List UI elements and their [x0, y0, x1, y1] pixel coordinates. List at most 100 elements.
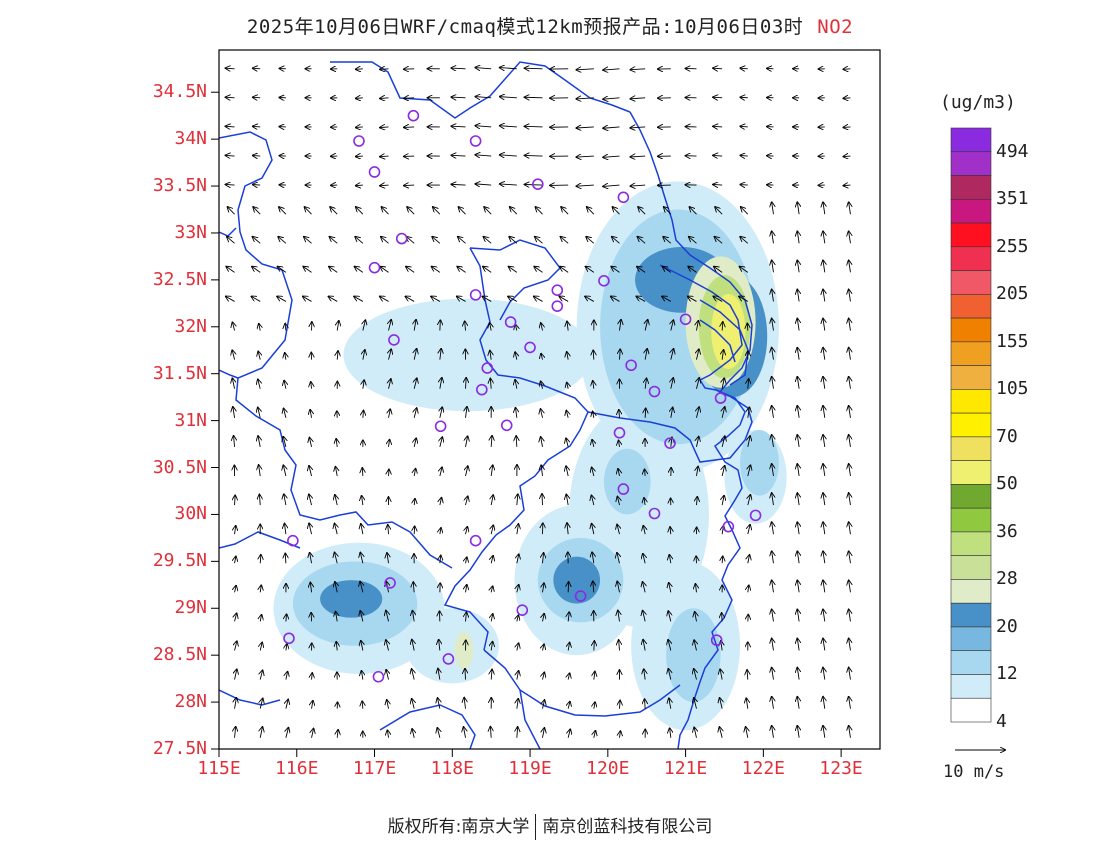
wind-arrow	[715, 207, 723, 215]
wind-arrow	[356, 156, 363, 157]
colorbar-segment	[950, 579, 992, 604]
wind-arrow	[645, 349, 647, 360]
wind-arrow	[516, 436, 517, 447]
station-marker	[481, 362, 494, 374]
wind-arrow	[669, 583, 671, 593]
wind-arrow	[466, 557, 467, 564]
wind-arrow	[431, 296, 441, 302]
wind-arrow	[475, 184, 492, 185]
province-borders	[219, 61, 753, 749]
wind-arrow	[253, 97, 261, 98]
wind-arrow	[258, 352, 260, 360]
wind-arrow	[849, 261, 851, 273]
border-shanghai	[587, 379, 753, 463]
station-marker	[384, 577, 396, 589]
wind-arrow	[335, 524, 338, 535]
wind-arrow	[329, 296, 338, 302]
wind-arrow	[360, 582, 363, 593]
wind-arrow	[516, 408, 517, 418]
wind-arrow	[439, 640, 440, 651]
wind-arrow	[823, 610, 825, 622]
wind-arrow	[603, 156, 620, 157]
wind-arrow	[696, 378, 699, 389]
wind-arrow	[630, 69, 646, 70]
wind-arrow	[617, 525, 619, 535]
wind-arrow	[440, 437, 442, 447]
wind-arrow	[363, 320, 365, 331]
station-marker	[395, 232, 408, 245]
wind-arrow	[363, 411, 364, 418]
wind-arrow	[303, 296, 312, 302]
wind-arrow	[696, 437, 698, 447]
wind-arrow	[695, 584, 696, 593]
wind-arrow	[720, 669, 722, 680]
wind-arrow	[740, 237, 749, 244]
wind-arrow	[260, 670, 262, 680]
wind-arrow	[746, 698, 748, 709]
wind-arrow	[490, 379, 491, 389]
wind-arrow	[568, 612, 569, 622]
colorbar	[950, 127, 992, 723]
wind-arrow	[508, 296, 518, 302]
wind-arrow	[713, 184, 723, 185]
wind-arrow	[491, 614, 493, 622]
wind-arrow	[849, 726, 851, 738]
station-marker	[500, 419, 513, 432]
wind-arrow	[696, 349, 698, 360]
wind-arrow	[509, 237, 518, 244]
wind-arrow	[566, 495, 568, 506]
wind-arrow	[510, 207, 518, 215]
wind-arrow	[561, 207, 569, 215]
wind-arrow	[525, 68, 543, 69]
wind-arrow	[407, 237, 415, 244]
wind-arrow	[490, 727, 491, 738]
wind-arrow	[356, 207, 364, 215]
wind-arrow	[386, 611, 389, 622]
wind-arrow	[638, 207, 646, 215]
wind-arrow	[253, 237, 261, 244]
wind-arrow	[644, 669, 645, 680]
wind-arrow	[592, 440, 594, 447]
wind-arrow	[457, 296, 466, 302]
wind-arrow	[490, 323, 492, 331]
lat-label: 34N	[174, 128, 207, 150]
wind-arrow	[517, 671, 519, 680]
concentration-zone	[666, 608, 721, 703]
wind-arrow	[797, 435, 799, 447]
lon-label: 121E	[663, 758, 708, 779]
wind-arrow	[283, 465, 285, 477]
wind-arrow	[797, 726, 799, 738]
wind-arrow	[823, 231, 825, 244]
lon-label: 117E	[352, 758, 397, 779]
colorbar-tick-label: 155	[996, 330, 1029, 352]
wind-arrow	[414, 408, 416, 418]
station-marker	[648, 507, 661, 520]
wind-arrow	[484, 207, 492, 215]
wind-arrow	[668, 611, 671, 622]
wind-arrow	[849, 377, 851, 389]
wind-arrow	[406, 296, 415, 302]
wind-arrow	[696, 321, 698, 331]
wind-arrow	[226, 184, 235, 185]
copyright-footer: 版权所有:南京大学 南京创蓝科技有限公司	[0, 812, 1100, 840]
wind-arrow	[567, 322, 568, 331]
wind-arrow	[543, 614, 545, 622]
station-marker	[353, 135, 365, 147]
wind-arrow	[535, 237, 543, 244]
wind-arrow	[232, 350, 234, 360]
wind-arrow	[260, 585, 261, 593]
wind-arrow	[337, 730, 338, 738]
copyright-company: 南京创蓝科技有限公司	[542, 817, 713, 837]
wind-arrow	[330, 207, 338, 215]
wind-arrow	[587, 207, 595, 215]
wind-arrow	[389, 440, 390, 447]
colorbar-tick-label: 70	[996, 425, 1018, 447]
wind-arrow	[543, 644, 545, 651]
colorbar-tick-label: 105	[996, 378, 1029, 400]
wind-arrow	[617, 497, 619, 506]
wind-arrow	[517, 554, 519, 564]
wind-arrow	[797, 464, 799, 477]
colorbar-segment	[950, 412, 992, 438]
wind-arrow	[849, 697, 851, 709]
pollutant-label: NO2	[817, 16, 854, 38]
